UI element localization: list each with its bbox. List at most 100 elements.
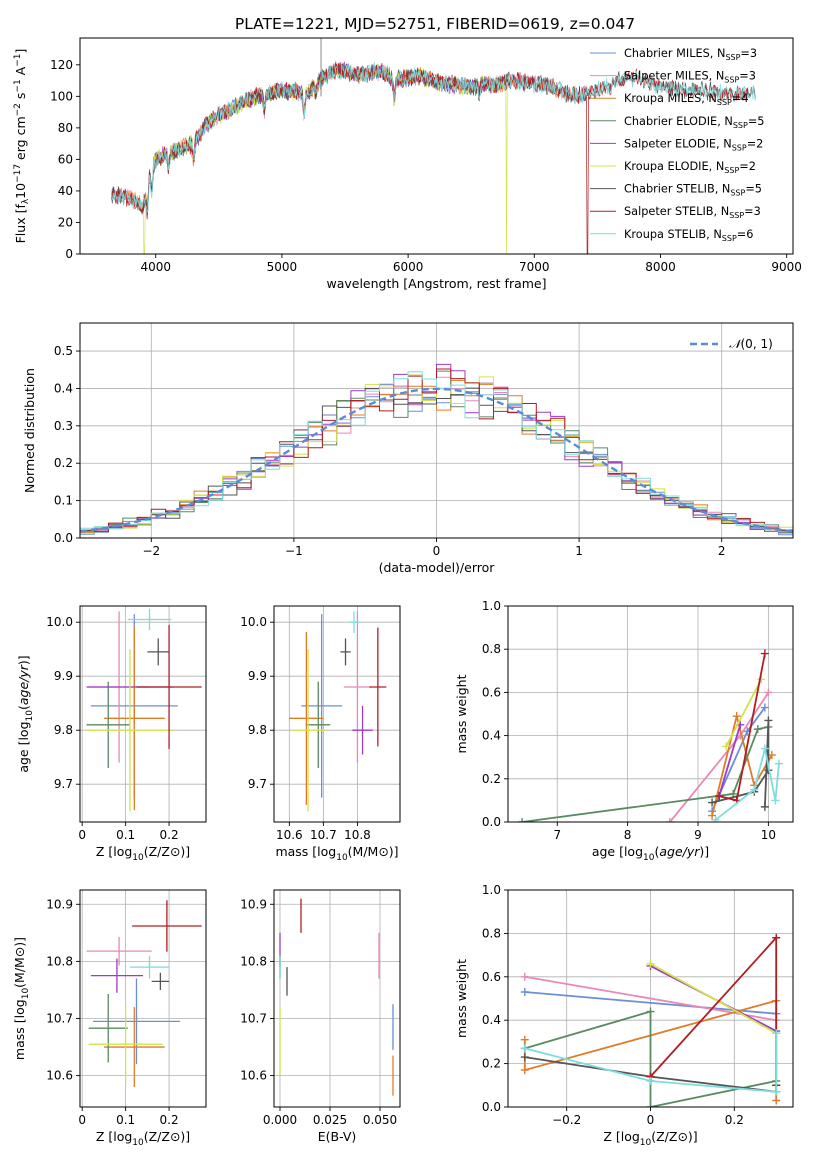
weight-marker <box>708 811 717 820</box>
x-tick-label: 6000 <box>393 260 424 274</box>
plot-area-age-vs-Z <box>86 608 202 812</box>
weight-marker <box>760 649 769 658</box>
x-tick-label: 0 <box>78 1113 86 1127</box>
x-axis-label: Z [log10(Z/Z⊙)] <box>96 844 190 863</box>
plot-area-spectrum <box>111 38 756 254</box>
y-tick-label: 10.9 <box>240 897 267 911</box>
y-tick-label: 9.9 <box>248 669 267 683</box>
x-tick-label: 0.025 <box>313 1113 347 1127</box>
weight-marker <box>520 987 529 996</box>
x-tick-label: 7 <box>553 828 561 842</box>
weight-marker <box>772 1029 781 1038</box>
weight-marker <box>711 815 720 822</box>
x-tick-label: 0 <box>647 1113 655 1127</box>
weight-marker <box>753 725 762 734</box>
axes-mass-vs-Z: 0 0.1 0.2 10.6 10.7 10.8 10.9 <box>46 889 207 1127</box>
x-tick-label: 0.1 <box>116 828 135 842</box>
plot-area-residuals <box>80 363 793 538</box>
y-tick-label: 0.5 <box>54 344 73 358</box>
weight-line <box>718 724 742 797</box>
errorbar-kroupa-elodie <box>88 1004 163 1085</box>
x-tick-label: 0.2 <box>160 828 179 842</box>
axes-weight-vs-Z: −0.2 0 0.2 0.0 0.2 0.4 0.6 0.8 1.0 <box>482 883 794 1127</box>
x-tick-label: 0.000 <box>263 1113 297 1127</box>
x-axis-label: age [log10(age/yr)] <box>592 844 709 863</box>
weight-marker <box>715 792 724 801</box>
y-tick-label: 10.0 <box>46 615 73 629</box>
x-tick-label: −2 <box>142 544 160 558</box>
errorbar-kroupa-stelib <box>348 611 360 633</box>
y-tick-label: 0.2 <box>482 772 501 786</box>
spectrum-line-kroupa-stelib <box>111 61 756 213</box>
y-tick-label: 0.4 <box>482 1013 501 1027</box>
x-tick-label: 5000 <box>267 260 298 274</box>
y-tick-label: 10.6 <box>240 1069 267 1083</box>
errorbar-salpeter-miles <box>86 936 152 966</box>
errorbar-salpeter-miles <box>343 611 372 763</box>
weight-marker <box>764 716 773 725</box>
weight-marker <box>665 818 674 822</box>
y-tick-label: 0.1 <box>54 494 73 508</box>
axes-frame <box>273 605 401 823</box>
axis-labels-weight-vs-age: age [log10(age/yr)] mass weight <box>454 674 709 863</box>
axes-age-vs-mass: 10.6 10.7 10.8 9.7 9.8 9.9 10.0 <box>240 605 401 842</box>
y-tick-label: 0.4 <box>54 381 73 395</box>
y-tick-label: 10.7 <box>46 1011 73 1025</box>
axes-frame <box>79 889 207 1108</box>
x-tick-label: 7000 <box>519 260 550 274</box>
errorbar-kroupa-stelib <box>127 608 172 631</box>
y-tick-label: 9.7 <box>248 777 267 791</box>
x-axis-label: wavelength [Angstrom, rest frame] <box>326 276 546 291</box>
legend-label-chabrier-miles: Chabrier MILES, NSSP=3 <box>624 47 757 62</box>
axes-frame <box>79 605 207 823</box>
axis-labels-age-vs-Z: Z [log10(Z/Z⊙)] age [log10(age/yr)] <box>16 655 190 863</box>
y-tick-label: 0.0 <box>482 815 501 829</box>
y-tick-label: 40 <box>58 184 73 198</box>
figure-title: PLATE=1221, MJD=52751, FIBERID=0619, z=0… <box>235 15 635 33</box>
y-tick-label: 0.4 <box>482 729 501 743</box>
errorbar-salpeter-elodie <box>352 705 373 755</box>
weight-marker <box>774 759 783 768</box>
errorbar-chabrier-stelib <box>340 638 351 666</box>
histogram-chabrier-stelib <box>80 387 793 538</box>
weight-line <box>524 1010 777 1107</box>
errorbar-kroupa-elodie <box>86 649 174 812</box>
errorbar-kroupa-stelib <box>129 955 170 979</box>
y-tick-label: 0.6 <box>482 685 501 699</box>
y-tick-label: 1.0 <box>482 883 501 897</box>
errorbar-salpeter-stelib <box>136 624 202 750</box>
normal-curve <box>80 387 793 533</box>
y-tick-label: 0.2 <box>482 1057 501 1071</box>
x-tick-label: 0.2 <box>160 1113 179 1127</box>
weight-marker <box>760 744 769 753</box>
weight-marker <box>520 972 529 981</box>
y-tick-label: 0.3 <box>54 419 73 433</box>
errorbar-kroupa-elodie <box>291 649 326 812</box>
axes-frame <box>507 605 794 823</box>
x-axis-label: mass [log10(M/M⊙)] <box>275 844 398 863</box>
weight-marker <box>646 1007 655 1016</box>
y-tick-label: 80 <box>58 121 73 135</box>
y-axis-label: mass weight <box>454 674 469 753</box>
weight-marker <box>520 1044 529 1053</box>
x-tick-label: 0 <box>78 828 86 842</box>
y-tick-label: 1.0 <box>482 599 501 613</box>
axis-labels-residuals: (data-model)/error Normed distribution <box>22 368 495 575</box>
axes-residuals: −2 −1 0 1 2 0.0 0.1 0.2 0.3 0.4 0.5 <box>54 322 794 558</box>
y-axis-label: mass weight <box>454 959 469 1038</box>
weight-marker <box>772 1087 781 1096</box>
legend-label-kroupa-miles: Kroupa MILES, NSSP=4 <box>624 92 749 107</box>
weight-marker <box>646 959 655 968</box>
weight-marker <box>646 1076 655 1085</box>
histogram-salpeter-stelib <box>80 368 793 538</box>
x-tick-label: 8 <box>624 828 632 842</box>
x-axis-label: (data-model)/error <box>379 560 496 575</box>
x-tick-label: 0 <box>433 544 441 558</box>
x-tick-label: 1 <box>575 544 583 558</box>
y-tick-label: 10.9 <box>46 897 73 911</box>
errorbar-chabrier-elodie <box>86 681 130 768</box>
legend-label-normal: 𝒩(0, 1) <box>729 337 773 351</box>
weight-marker <box>520 1035 529 1044</box>
y-tick-label: 10.8 <box>240 954 267 968</box>
x-tick-label: 4000 <box>140 260 171 274</box>
